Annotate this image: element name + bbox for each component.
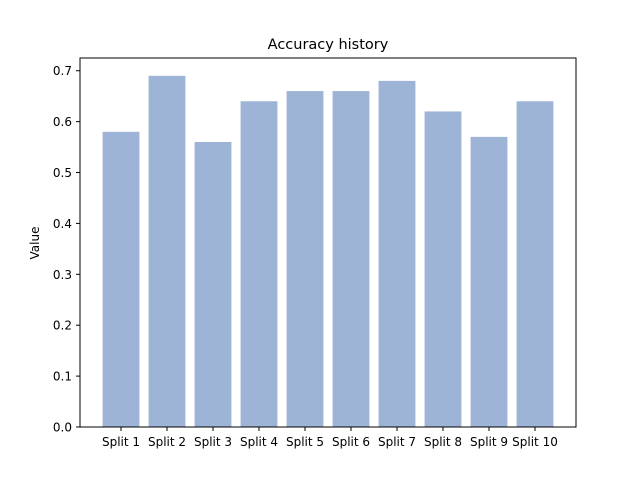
x-tick-label: Split 4 (240, 435, 278, 449)
x-tick-label: Split 8 (424, 435, 462, 449)
y-axis-label: Value (28, 227, 42, 260)
plot-frame (79, 57, 577, 428)
y-tick-label: 0.0 (53, 421, 72, 435)
x-tick-label: Split 9 (470, 435, 508, 449)
bar (378, 80, 416, 428)
x-tick-label: Split 2 (148, 435, 186, 449)
x-tick-label: Split 10 (512, 435, 558, 449)
bar (194, 141, 232, 428)
y-tick-label: 0.3 (53, 268, 72, 282)
bar (102, 131, 140, 428)
bar (240, 101, 278, 427)
x-tick-label: Split 5 (286, 435, 324, 449)
y-tick-label: 0.5 (53, 166, 72, 180)
x-tick-label: Split 6 (332, 435, 370, 449)
y-axis-ticks: 0.0 0.1 0.2 0.3 0.4 0.5 0.6 0.7 (53, 64, 80, 435)
y-tick-label: 0.6 (53, 115, 72, 129)
x-tick-label: Split 1 (102, 435, 140, 449)
bar (148, 75, 186, 427)
bar (332, 91, 370, 427)
bar (470, 136, 508, 427)
x-tick-label: Split 7 (378, 435, 416, 449)
x-axis-ticks: Split 1 Split 2 Split 3 Split 4 Split 5 Split… (102, 427, 558, 449)
y-tick-label: 0.1 (53, 370, 72, 384)
bar (424, 111, 462, 427)
bar (516, 101, 554, 427)
bars-layer (102, 75, 554, 428)
x-tick-label: Split 3 (194, 435, 232, 449)
chart-title: Accuracy history (268, 37, 389, 53)
y-tick-label: 0.7 (53, 64, 72, 78)
y-tick-label: 0.4 (53, 217, 72, 231)
bar (286, 91, 324, 427)
y-tick-label: 0.2 (53, 319, 72, 333)
